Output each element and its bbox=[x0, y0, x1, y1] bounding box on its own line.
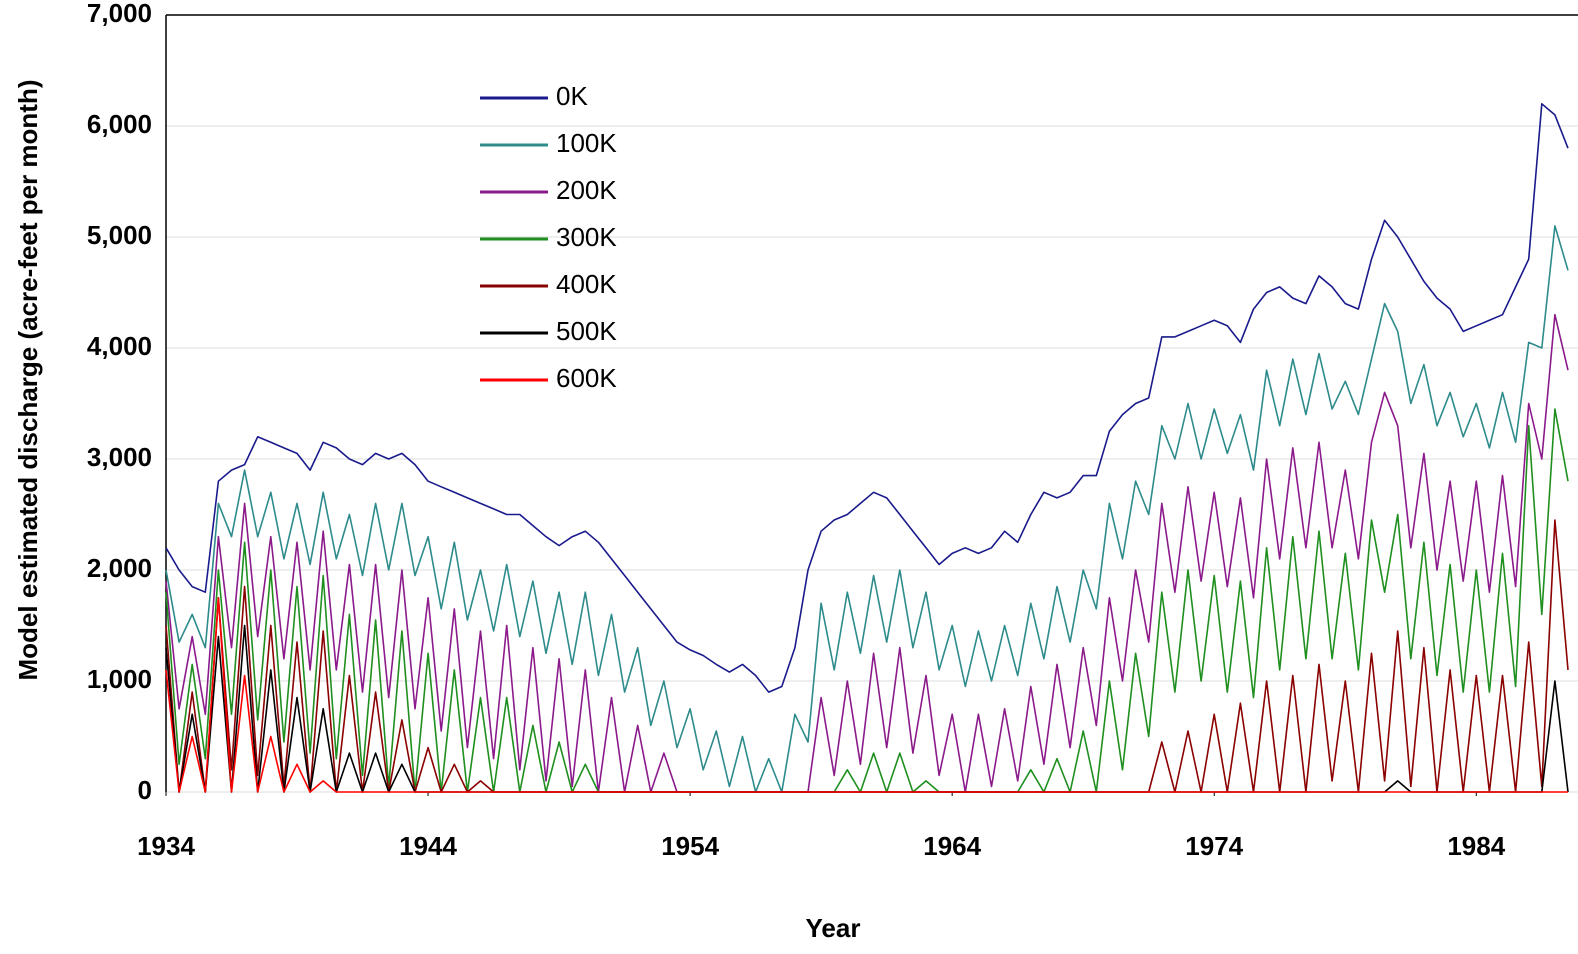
series-line bbox=[165, 408, 1569, 793]
y-tick-label: 1,000 bbox=[87, 664, 152, 694]
legend-label: 200K bbox=[556, 175, 617, 205]
x-tick-label: 1934 bbox=[137, 831, 195, 861]
legend-label: 400K bbox=[556, 269, 617, 299]
x-tick-label: 1964 bbox=[923, 831, 981, 861]
series-line bbox=[165, 597, 1568, 793]
x-tick-label: 1974 bbox=[1185, 831, 1243, 861]
y-tick-label: 0 bbox=[138, 775, 152, 805]
y-tick-label: 3,000 bbox=[87, 442, 152, 472]
legend-label: 600K bbox=[556, 363, 617, 393]
series-line bbox=[165, 313, 1569, 793]
legend-label: 0K bbox=[556, 81, 588, 111]
y-tick-label: 7,000 bbox=[87, 0, 152, 28]
y-tick-label: 4,000 bbox=[87, 331, 152, 361]
legend-label: 100K bbox=[556, 128, 617, 158]
x-tick-label: 1944 bbox=[399, 831, 457, 861]
y-tick-label: 5,000 bbox=[87, 220, 152, 250]
series-line bbox=[165, 103, 1569, 693]
y-axis-label: Model estimated discharge (acre-feet per… bbox=[13, 79, 43, 680]
x-tick-label: 1984 bbox=[1447, 831, 1505, 861]
series-line bbox=[165, 519, 1569, 793]
y-tick-label: 2,000 bbox=[87, 553, 152, 583]
legend-label: 500K bbox=[556, 316, 617, 346]
y-tick-label: 6,000 bbox=[87, 109, 152, 139]
series-line bbox=[165, 225, 1569, 793]
x-tick-label: 1954 bbox=[661, 831, 719, 861]
legend-label: 300K bbox=[556, 222, 617, 252]
x-axis-label: Year bbox=[806, 913, 861, 943]
